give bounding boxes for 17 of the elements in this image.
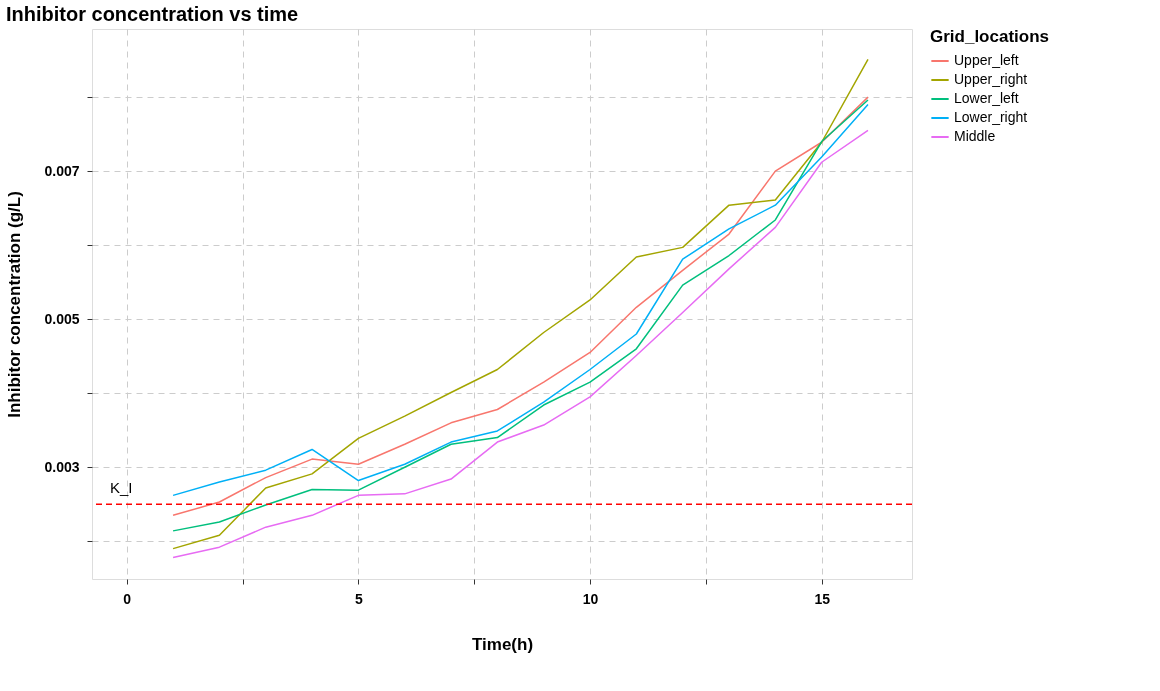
legend-title: Grid_locations: [930, 27, 1050, 46]
legend-label: Middle: [954, 128, 996, 144]
legend-label: Lower_left: [954, 90, 1019, 106]
chart-title: Inhibitor concentration vs time: [5, 3, 299, 25]
x-tick-label: 5: [354, 590, 363, 607]
legend-label: Upper_left: [954, 52, 1019, 68]
y-tick-label: 0.005: [44, 310, 80, 327]
y-tick-label: 0.003: [44, 458, 80, 475]
legend-label: Upper_right: [954, 71, 1028, 87]
y-axis-title: Inhibitor concentration (g/L): [5, 191, 25, 418]
x-tick-label: 10: [582, 590, 599, 607]
y-tick-label: 0.007: [44, 162, 80, 179]
x-axis-title: Time(h): [471, 634, 534, 654]
x-tick-label: 15: [814, 590, 831, 607]
legend-label: Lower_right: [954, 109, 1028, 125]
x-tick-label: 0: [123, 590, 132, 607]
ref-line-label: K_I: [110, 479, 133, 497]
